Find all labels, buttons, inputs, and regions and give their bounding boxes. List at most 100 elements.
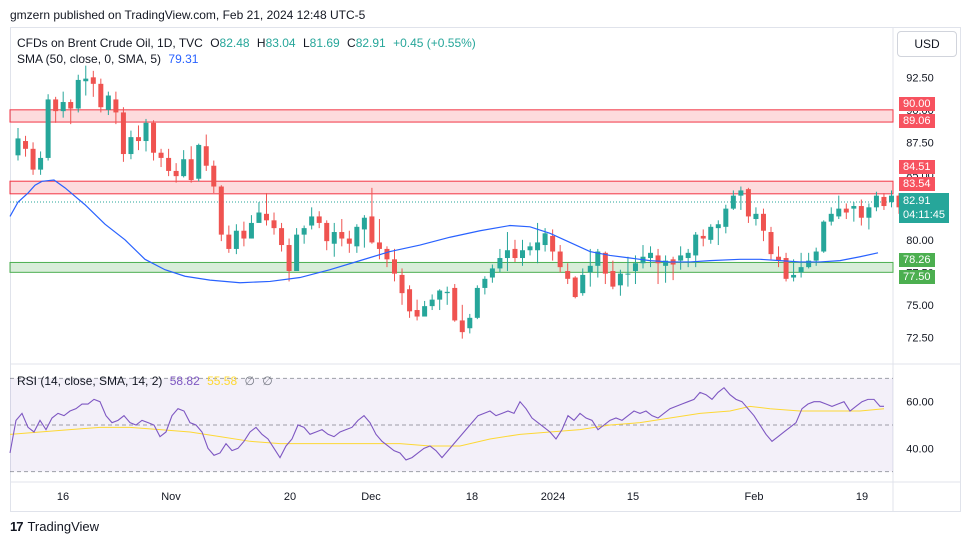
candle-body — [587, 265, 593, 273]
candle — [768, 226, 774, 260]
candle — [211, 160, 217, 194]
candle — [399, 268, 405, 305]
candle — [361, 215, 367, 248]
candle-body — [663, 260, 669, 266]
candle-body — [504, 250, 510, 259]
candle — [459, 304, 465, 339]
candle — [75, 74, 81, 113]
candle — [369, 187, 375, 244]
candle-body — [753, 213, 759, 220]
candle — [504, 232, 510, 272]
candle — [346, 230, 352, 253]
candle — [226, 225, 232, 253]
candle — [429, 294, 435, 311]
candle — [610, 260, 616, 290]
candle-body — [203, 146, 209, 166]
candle-body — [572, 277, 578, 298]
candle-body — [776, 256, 782, 261]
high-label: H — [256, 36, 266, 50]
candle — [38, 151, 44, 175]
candle-body — [294, 234, 300, 272]
candle-body — [783, 258, 789, 279]
candle-body — [715, 224, 721, 229]
candle-body — [580, 274, 586, 294]
candle-body — [83, 78, 89, 82]
candle — [625, 256, 631, 287]
candle — [602, 251, 608, 285]
candle — [572, 276, 578, 299]
candle-body — [75, 79, 81, 109]
candle — [309, 207, 315, 230]
candle-body — [166, 157, 172, 171]
price-tick-label: 72.50 — [906, 332, 934, 344]
candle — [776, 246, 782, 268]
candle-body — [760, 213, 766, 231]
zone-resistance-low — [9, 180, 894, 195]
candle-body — [196, 144, 202, 179]
candle — [384, 246, 390, 268]
candle-body — [881, 196, 887, 207]
tradingview-logo-icon: 17 — [10, 519, 24, 534]
zone-label-8451: 84.51 — [899, 160, 935, 174]
candle — [301, 225, 307, 244]
candle-body — [90, 77, 96, 84]
candle-body — [233, 230, 239, 249]
candle-body — [828, 213, 834, 222]
time-tick-label: Nov — [161, 491, 181, 503]
sma-label: SMA (50, close, 0, SMA, 5) — [17, 52, 162, 66]
candle-body — [535, 242, 541, 251]
candle-body — [226, 234, 232, 249]
candle — [655, 248, 661, 285]
candle — [851, 202, 857, 222]
candle — [414, 299, 420, 321]
candle-body — [565, 271, 571, 279]
candle-body — [520, 250, 526, 259]
low-label: L — [302, 36, 310, 50]
candle-body — [324, 222, 330, 242]
candle-body — [45, 99, 51, 158]
candle — [580, 268, 586, 296]
candle — [294, 228, 300, 272]
candle — [708, 224, 714, 244]
candle-body — [369, 216, 375, 243]
candle-body — [745, 189, 751, 217]
candle-body — [730, 195, 736, 209]
rsi-sma-value: 55.58 — [207, 374, 238, 388]
candle — [392, 248, 397, 282]
candle-body — [693, 234, 699, 256]
candle-body — [873, 195, 879, 208]
candle — [828, 207, 834, 226]
time-tick-label: 18 — [466, 491, 478, 503]
open-label: O — [210, 36, 220, 50]
ohlc-high: H83.04 — [257, 36, 296, 50]
zone-resistance-high — [9, 109, 894, 123]
candle-body — [858, 206, 864, 218]
candle — [881, 193, 887, 210]
candle-body — [723, 208, 729, 227]
candle — [23, 135, 29, 157]
candle-body — [241, 230, 247, 239]
publisher-line: gmzern published on TradingView.com, Feb… — [10, 8, 366, 22]
candle-body — [68, 102, 74, 109]
candle — [128, 130, 134, 160]
candle-body — [429, 299, 435, 307]
candle — [120, 107, 126, 162]
candle — [678, 246, 684, 270]
price-tick-label: 87.50 — [906, 137, 934, 149]
candle-body — [685, 252, 691, 259]
footer-brand[interactable]: 17 TradingView — [10, 519, 99, 534]
candle — [489, 264, 495, 283]
symbol-legend: CFDs on Brent Crude Oil, 1D, TVC O82.48 … — [17, 36, 480, 50]
candle — [783, 252, 789, 282]
candle-body — [392, 259, 397, 274]
currency-button[interactable]: USD — [897, 31, 957, 57]
candle-body — [806, 260, 812, 268]
candle — [263, 193, 269, 226]
zone-label-8354: 83.54 — [899, 177, 935, 191]
low-value: 81.69 — [309, 36, 340, 50]
candle-body — [346, 238, 352, 244]
candle — [791, 259, 797, 282]
candle — [745, 187, 751, 223]
candle — [279, 222, 285, 252]
